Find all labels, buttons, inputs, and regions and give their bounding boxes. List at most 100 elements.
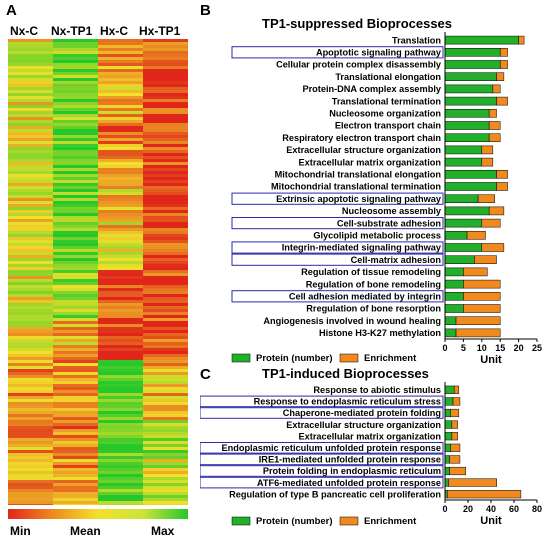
heatmap-cell (53, 504, 98, 505)
category-label: Regulation of bone remodeling (306, 279, 441, 289)
highlight-box (231, 46, 444, 59)
heatmap-cell (98, 411, 143, 414)
heatmap-cell (98, 183, 143, 186)
heatmap-cell (143, 51, 188, 54)
heatmap-cell (98, 456, 143, 459)
protein-bar (444, 478, 449, 487)
heatmap-cell (143, 462, 188, 465)
heatmap-cell (53, 165, 98, 168)
heatmap-cell (53, 153, 98, 156)
enrichment-bar (463, 279, 501, 289)
category-label: Cellular protein complex disassembly (276, 60, 442, 70)
heatmap-cell (53, 186, 98, 189)
heatmap-cell (8, 480, 53, 483)
colorbar-min-label: Min (10, 524, 31, 538)
heatmap-cell (8, 285, 53, 288)
heatmap-cell (8, 399, 53, 402)
highlight-box (231, 217, 444, 230)
category-label: Extracellular structure organization (286, 145, 441, 155)
heatmap-cell (143, 216, 188, 219)
heatmap-cell (53, 324, 98, 327)
heatmap-cell (53, 378, 98, 381)
heatmap-cell (143, 270, 188, 273)
legend-label-protein: Protein (number) (256, 353, 333, 364)
heatmap-cell (8, 429, 53, 432)
heatmap-cell (98, 432, 143, 435)
heatmap-cell (143, 411, 188, 414)
heatmap-column-label: Hx-C (100, 24, 129, 38)
heatmap-cell (53, 264, 98, 267)
legend-swatch-enrichment (339, 516, 359, 526)
heatmap-cell (53, 96, 98, 99)
heatmap-cell (98, 42, 143, 45)
heatmap-cell (143, 153, 188, 156)
heatmap-cell (98, 420, 143, 423)
heatmap-cell (53, 270, 98, 273)
heatmap-cell (98, 51, 143, 54)
heatmap-cell (98, 438, 143, 441)
heatmap-cell (53, 330, 98, 333)
heatmap-cell (53, 168, 98, 171)
panel-letter-a: A (6, 2, 17, 19)
highlight-box (200, 453, 444, 466)
heatmap-cell (53, 435, 98, 438)
heatmap-cell (143, 330, 188, 333)
heatmap-cell (143, 369, 188, 372)
heatmap-cell (8, 243, 53, 246)
heatmap-cell (143, 177, 188, 180)
legend-label-protein: Protein (number) (256, 516, 333, 527)
heatmap-cell (8, 438, 53, 441)
heatmap-cell (53, 276, 98, 279)
heatmap-cell (53, 39, 98, 42)
heatmap-cell (8, 231, 53, 234)
enrichment-bar (455, 316, 501, 325)
heatmap-cell (8, 282, 53, 285)
heatmap-cell (8, 174, 53, 177)
heatmap-cell (53, 462, 98, 465)
heatmap-cell (143, 321, 188, 324)
heatmap-cell (143, 249, 188, 252)
heatmap-cell (53, 447, 98, 450)
heatmap-cell (143, 459, 188, 462)
heatmap-cell (98, 312, 143, 315)
heatmap-cell (143, 90, 188, 93)
heatmap-cell (8, 213, 53, 216)
heatmap-cell (53, 366, 98, 369)
heatmap-cell (98, 270, 143, 273)
heatmap-cell (8, 99, 53, 102)
category-label: Regulation of tissue remodeling (301, 267, 441, 277)
heatmap-cell (53, 189, 98, 192)
heatmap-cell (98, 168, 143, 171)
heatmap-cell (143, 42, 188, 45)
heatmap-cell (143, 81, 188, 84)
heatmap-cell (143, 171, 188, 174)
heatmap-cell (98, 297, 143, 300)
heatmap-cell (8, 405, 53, 408)
x-tick-label: 80 (532, 504, 542, 514)
heatmap-cell (143, 234, 188, 237)
heatmap-cell (53, 468, 98, 471)
heatmap-cell (53, 336, 98, 339)
heatmap-cell (98, 480, 143, 483)
heatmap-cell (143, 129, 188, 132)
heatmap-cell (98, 138, 143, 141)
heatmap-cell (143, 69, 188, 72)
heatmap-cell (53, 111, 98, 114)
category-label: Protein folding in endoplasmic reticulum (263, 466, 441, 476)
heatmap-cell (8, 366, 53, 369)
heatmap-cell (98, 93, 143, 96)
heatmap-cell (8, 39, 53, 42)
heatmap-cell (53, 273, 98, 276)
heatmap-cell (98, 252, 143, 255)
heatmap-cell (143, 444, 188, 447)
heatmap-cell (8, 411, 53, 414)
protein-bar (444, 304, 464, 313)
heatmap-cell (8, 90, 53, 93)
heatmap-cell (8, 360, 53, 363)
protein-bar (444, 420, 453, 429)
heatmap-cell (98, 237, 143, 240)
heatmap-cell (143, 303, 188, 306)
heatmap-cell (8, 339, 53, 342)
enrichment-bar (448, 478, 497, 487)
heatmap-cell (53, 228, 98, 231)
